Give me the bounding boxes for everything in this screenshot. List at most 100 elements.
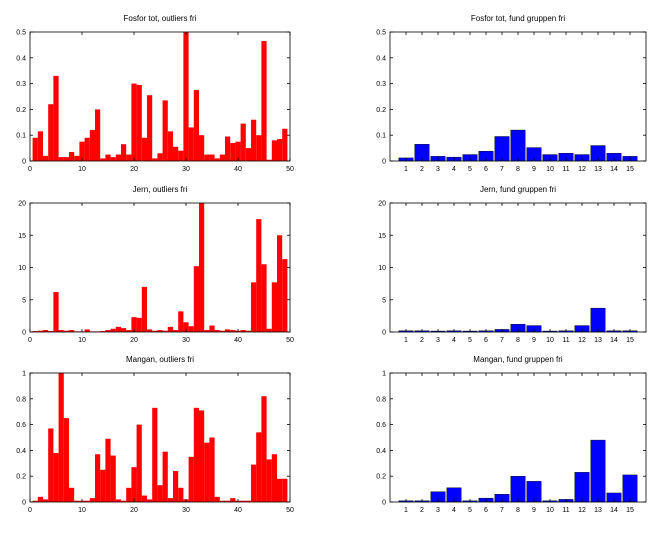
bar xyxy=(110,328,116,332)
bar xyxy=(136,317,142,332)
bar xyxy=(245,500,251,502)
bar xyxy=(277,478,283,502)
bar xyxy=(271,282,277,332)
x-tick-label: 13 xyxy=(594,507,602,514)
chart-title: Fosfor tot, outliers fri xyxy=(124,14,197,23)
x-tick-label: 10 xyxy=(78,507,86,514)
chart-title: Fosfor tot, fund gruppen fri xyxy=(471,14,565,23)
y-tick-label: 5 xyxy=(382,297,386,304)
bar xyxy=(32,331,38,332)
bar xyxy=(157,153,163,161)
bar xyxy=(230,142,236,161)
y-tick-label: 0 xyxy=(22,330,26,337)
x-tick-label: 14 xyxy=(610,507,618,514)
y-tick-label: 0.6 xyxy=(376,422,386,429)
bar xyxy=(193,407,199,502)
bar xyxy=(219,500,225,502)
bar xyxy=(84,329,90,332)
x-tick-label: 11 xyxy=(562,507,569,514)
bar xyxy=(261,264,267,332)
bar xyxy=(167,498,173,502)
bar xyxy=(100,331,106,332)
bar xyxy=(147,499,153,502)
bar xyxy=(188,127,194,161)
bar xyxy=(147,95,153,161)
y-tick-label: 15 xyxy=(378,233,386,240)
chart-2: Fosfor tot, fund gruppen fri 0 0.1 0.2 0.3 0.… xyxy=(376,14,647,173)
bar xyxy=(526,481,542,503)
chart-title: Jern, fund gruppen fri xyxy=(480,185,556,194)
bar xyxy=(121,500,127,502)
x-tick-label: 5 xyxy=(468,337,472,344)
bar xyxy=(240,500,246,502)
bar xyxy=(574,472,590,503)
x-tick-label: 15 xyxy=(626,507,634,514)
bar xyxy=(271,140,277,161)
bar xyxy=(152,407,158,502)
x-tick-label: 6 xyxy=(484,166,488,173)
bar xyxy=(245,148,251,161)
chart-title: Mangan, fund gruppen fri xyxy=(473,355,563,364)
bar xyxy=(256,219,262,333)
bar xyxy=(209,325,215,332)
x-tick-label: 30 xyxy=(182,337,190,344)
bar xyxy=(261,41,267,161)
y-tick-label: 0 xyxy=(22,159,26,166)
bar xyxy=(110,455,116,502)
x-tick-label: 5 xyxy=(468,166,472,173)
x-tick-label: 0 xyxy=(28,166,32,173)
bar xyxy=(89,130,95,161)
x-tick-label: 12 xyxy=(578,337,586,344)
y-tick-label: 0.8 xyxy=(376,396,386,403)
bar xyxy=(162,330,168,332)
bar xyxy=(199,203,205,332)
y-tick-label: 5 xyxy=(22,297,26,304)
bar xyxy=(173,330,179,332)
bar xyxy=(209,437,215,502)
bar xyxy=(256,432,262,502)
x-tick-label: 15 xyxy=(626,166,634,173)
y-tick-label: 0 xyxy=(382,159,386,166)
x-tick-label: 10 xyxy=(546,166,554,173)
bar xyxy=(277,235,283,332)
bar xyxy=(147,329,153,332)
bar xyxy=(58,373,64,502)
bar xyxy=(230,330,236,332)
bar xyxy=(282,478,288,502)
bar xyxy=(69,151,75,161)
x-tick-label: 8 xyxy=(516,337,520,344)
x-tick-label: 4 xyxy=(452,507,456,514)
y-tick-label: 10 xyxy=(378,265,386,272)
bar xyxy=(141,137,147,161)
bar xyxy=(590,307,606,333)
x-tick-label: 2 xyxy=(420,337,424,344)
bar xyxy=(63,330,69,332)
bar xyxy=(251,282,257,332)
x-tick-label: 50 xyxy=(286,507,294,514)
bar xyxy=(152,158,158,161)
y-tick-label: 0.4 xyxy=(376,448,386,455)
x-tick-label: 12 xyxy=(578,166,586,173)
y-tick-label: 0.5 xyxy=(16,30,26,37)
x-tick-label: 14 xyxy=(610,166,618,173)
x-tick-label: 10 xyxy=(546,507,554,514)
bar xyxy=(240,123,246,161)
x-tick-label: 6 xyxy=(484,507,488,514)
bar xyxy=(115,499,121,502)
x-tick-label: 20 xyxy=(130,166,138,173)
x-tick-label: 0 xyxy=(28,507,32,514)
bar xyxy=(494,136,510,162)
bar xyxy=(277,139,283,161)
x-tick-label: 3 xyxy=(436,337,440,344)
plot-frame xyxy=(29,372,291,503)
x-tick-label: 30 xyxy=(182,507,190,514)
bar xyxy=(37,131,43,161)
x-tick-label: 7 xyxy=(500,507,504,514)
bar xyxy=(188,456,194,502)
bar xyxy=(115,326,121,332)
x-tick-label: 30 xyxy=(182,166,190,173)
bar xyxy=(282,128,288,161)
bar xyxy=(53,75,59,161)
chart-1: Fosfor tot, outliers fri 0 0.1 0.2 0.3 0.4 0.5… xyxy=(16,14,294,173)
